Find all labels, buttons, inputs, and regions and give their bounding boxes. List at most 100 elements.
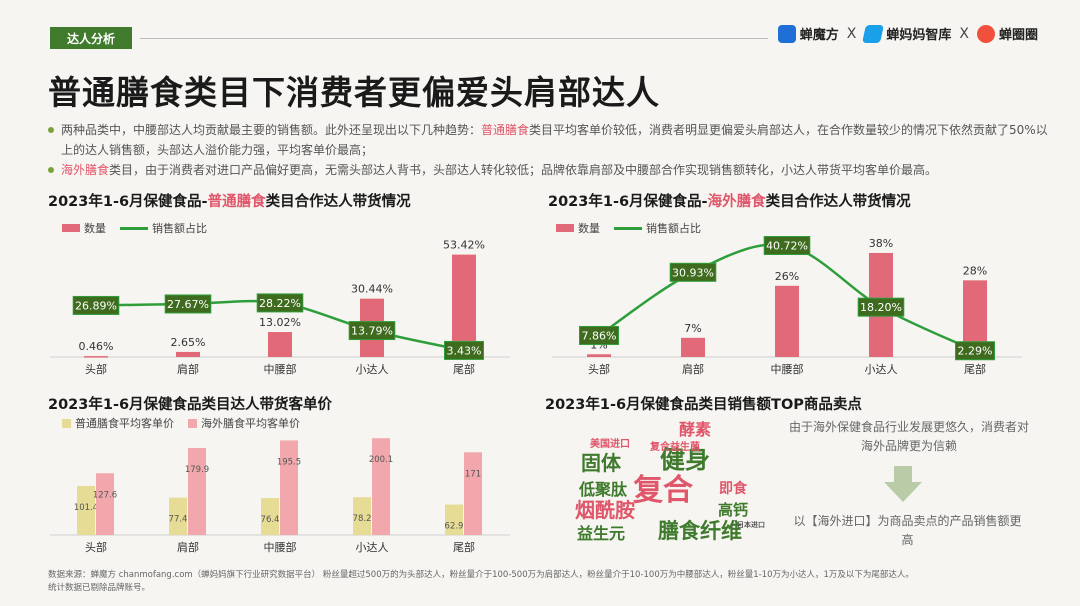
- legend-item-share: 销售额占比: [614, 220, 701, 236]
- logo-chanmama: 蝉妈妈智库: [862, 24, 952, 43]
- legend-line-swatch: [120, 226, 148, 230]
- wordcloud-note-2: 以【海外进口】为商品卖点的产品销售额更高: [793, 514, 1022, 547]
- bullet-highlight: 海外膳食: [61, 163, 110, 177]
- bar-label: 7%: [684, 322, 701, 335]
- bar-count-4: [452, 254, 476, 357]
- legend-bar-swatch: [556, 224, 574, 232]
- line-label-box-2: [256, 293, 304, 313]
- logo-chanmofang: 蝉魔方: [777, 24, 839, 43]
- chart3-svg: 101.4 127.6 头部 77.4 179.9 肩部 76.4 195.5 中腰部 78.2 2…: [50, 438, 510, 554]
- bar-label: 38%: [869, 237, 893, 250]
- logo-chanmama-label: 蝉妈妈智库: [886, 28, 952, 43]
- x-tick-label: 头部: [588, 362, 610, 376]
- line-label-box-2: [763, 236, 811, 256]
- x-tick-label: 小达人: [356, 363, 389, 376]
- line-label: 7.86%: [582, 329, 617, 342]
- bar-count-2: [268, 332, 292, 357]
- x-tick-label: 小达人: [865, 363, 898, 376]
- chart2-title: 2023年1-6月保健食品-海外膳食类目合作达人带货情况: [548, 190, 911, 211]
- bar-label: 77.4: [169, 515, 188, 525]
- bar-label: 200.1: [369, 455, 393, 465]
- line-label-box-3: [348, 321, 396, 341]
- line-label-box-0: [579, 325, 619, 345]
- bar-price-1-4: [464, 452, 482, 535]
- bar-price-1-3: [372, 438, 390, 535]
- word-cloud-word: 高钙: [718, 501, 748, 519]
- x-tick-label: 中腰部: [264, 540, 297, 554]
- legend-label: 数量: [578, 222, 600, 235]
- footer-note: 统计数据已剔除品牌账号。: [48, 583, 151, 593]
- bar-label: 13.02%: [259, 316, 301, 329]
- header-divider: [140, 38, 1038, 39]
- chart1-svg: 0.46% 头部 2.65% 肩部 13.02% 中腰部 30.44% 小达人 53.42% 尾部…: [50, 239, 510, 376]
- line-label: 26.89%: [75, 299, 117, 312]
- logo-chanquanquan: 蝉圈圈: [976, 24, 1038, 43]
- bar-label: 62.9: [445, 522, 464, 532]
- x-tick-label: 尾部: [453, 540, 475, 554]
- chart1-title: 2023年1-6月保健食品-普通膳食类目合作达人带货情况: [48, 190, 411, 211]
- arrow-down-icon: [884, 466, 922, 502]
- word-cloud-word: 美国进口: [590, 437, 630, 450]
- bar-price-0-4: [445, 504, 463, 535]
- line-label: 2.29%: [958, 345, 993, 358]
- wordcloud-note-1: 由于海外保健食品行业发展更悠久，消费者对海外品牌更为信赖: [788, 420, 1029, 453]
- bar-label: 179.9: [185, 465, 209, 475]
- legend-line-swatch: [614, 226, 642, 230]
- summary-bullet: 两种品类中，中腰部达人均贡献最主要的销售额。此外还呈现出以下几种趋势：普通膳食类…: [48, 120, 1048, 160]
- x-tick-label: 中腰部: [771, 362, 804, 376]
- legend-item-regular: 普通膳食平均客单价: [62, 415, 174, 431]
- bar-label: 26%: [775, 270, 799, 283]
- bar-label: 195.5: [277, 457, 301, 467]
- word-cloud-word: 酵素: [679, 420, 711, 439]
- line-label: 27.67%: [167, 298, 209, 311]
- bullet-text: 两种品类中，中腰部达人均贡献最主要的销售额。此外还呈现出以下几种趋势：: [61, 123, 482, 137]
- bar-price-0-1: [169, 497, 187, 535]
- bar-label: 76.4: [261, 515, 280, 525]
- word-cloud-word: 烟酰胺: [575, 498, 635, 522]
- bar-label: 0.46%: [79, 340, 114, 353]
- chart2-title-text: 2023年1-6月保健食品-: [548, 194, 708, 210]
- x-tick-label: 肩部: [177, 540, 199, 554]
- bar-price-0-3: [353, 497, 371, 535]
- chart2-legend: 数量 销售额占比: [556, 220, 701, 236]
- line-label-box-1: [164, 294, 212, 314]
- page-title: 普通膳食类目下消费者更偏爱头肩部达人: [48, 73, 660, 112]
- chanmama-logo-icon: [862, 24, 885, 43]
- logo-chanmofang-label: 蝉魔方: [799, 28, 839, 43]
- chart1-title-text: 类目合作达人带货情况: [265, 194, 411, 210]
- bar-price-1-2: [280, 440, 298, 535]
- legend-label: 数量: [84, 222, 106, 235]
- line-label-box-4: [444, 340, 484, 360]
- word-cloud-word: 日本进口: [737, 520, 765, 529]
- bar-price-0-0: [77, 485, 95, 535]
- x-tick-label: 尾部: [453, 362, 475, 376]
- bar-label: 28%: [963, 264, 987, 277]
- legend-label: 销售额占比: [152, 222, 207, 235]
- x-tick-label: 尾部: [964, 362, 986, 376]
- summary-bullet: 海外膳食类目，由于消费者对进口产品偏好更高，无需头部达人背书，头部达人转化较低；…: [48, 160, 1048, 180]
- x-tick-label: 肩部: [682, 362, 704, 376]
- chart1-legend: 数量 销售额占比: [62, 220, 207, 236]
- word-cloud-word: 复合: [633, 473, 693, 508]
- chart2-title-text: 类目合作达人带货情况: [765, 194, 911, 210]
- bar-label: 53.42%: [443, 239, 485, 252]
- bar-label: 127.6: [93, 490, 117, 500]
- chart2-title-highlight: 海外膳食: [707, 194, 766, 210]
- legend-label: 海外膳食平均客单价: [201, 417, 300, 430]
- legend-item-count: 数量: [556, 220, 600, 236]
- footer-source: 数据来源：蝉魔方 chanmofang.com（蝉妈妈旗下行业研究数据平台） 粉…: [48, 570, 914, 580]
- line-label: 28.22%: [259, 297, 301, 310]
- legend-yellow-swatch: [62, 418, 71, 428]
- line-label: 18.20%: [860, 301, 902, 314]
- bar-price-0-2: [261, 498, 279, 535]
- word-cloud-word: 益生元: [577, 524, 625, 543]
- line-label: 40.72%: [766, 240, 808, 253]
- bar-label: 171: [465, 469, 481, 479]
- legend-item-count: 数量: [62, 220, 106, 236]
- chart1-title-highlight: 普通膳食: [207, 194, 266, 210]
- bar-price-1-1: [188, 447, 206, 535]
- line-label: 13.79%: [351, 325, 393, 338]
- word-cloud-word: 复合益生菌: [649, 440, 700, 453]
- bullet-text: 类目平均客单价较低，消费者明显更偏爱头肩部达人，在合作数量较少的情况下依然贡献了…: [61, 123, 1048, 157]
